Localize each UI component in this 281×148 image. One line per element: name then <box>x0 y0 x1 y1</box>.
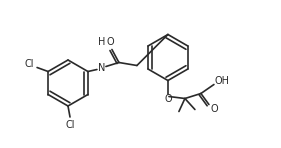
Text: O: O <box>164 94 172 103</box>
Text: O: O <box>106 37 114 46</box>
Text: OH: OH <box>214 75 229 86</box>
Text: Cl: Cl <box>65 120 75 130</box>
Text: N: N <box>98 62 106 73</box>
Text: H: H <box>98 37 106 46</box>
Text: Cl: Cl <box>24 58 34 69</box>
Text: O: O <box>210 104 218 115</box>
